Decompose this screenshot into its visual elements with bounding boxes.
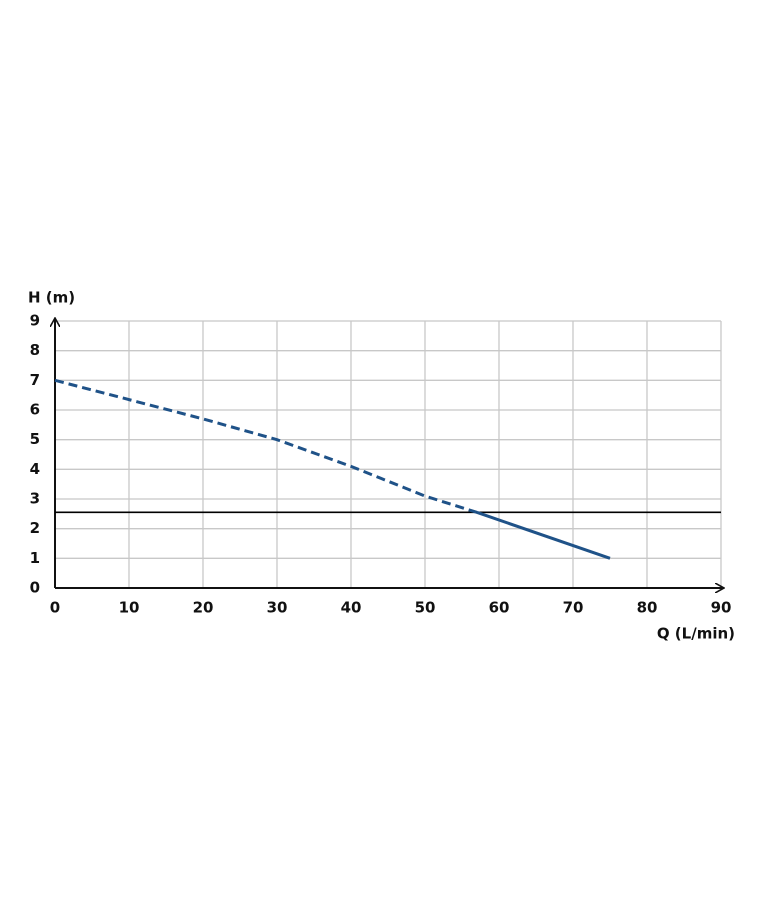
y-tick-label: 7 (30, 371, 40, 389)
y-tick-label: 0 (30, 579, 40, 597)
x-tick-label: 30 (267, 599, 288, 617)
curve (476, 510, 611, 560)
y-tick-label: 4 (30, 460, 40, 478)
y-tick-label: 3 (30, 490, 40, 508)
curve (54, 378, 478, 514)
y-tick-label: 2 (30, 519, 40, 537)
y-axis-label: H (m) (28, 289, 75, 307)
y-tick-label: 5 (30, 430, 40, 448)
x-tick-label: 80 (637, 599, 658, 617)
y-tick-label: 8 (30, 341, 40, 359)
x-tick-label: 0 (50, 599, 60, 617)
y-tick-label: 9 (30, 312, 40, 330)
x-tick-label: 50 (415, 599, 436, 617)
x-tick-label: 60 (489, 599, 510, 617)
x-tick-label: 20 (193, 599, 214, 617)
x-axis-label: Q (L/min) (657, 625, 735, 643)
x-tick-label: 90 (711, 599, 732, 617)
x-tick-label: 70 (563, 599, 584, 617)
y-tick-label: 6 (30, 401, 40, 419)
x-tick-label: 10 (119, 599, 140, 617)
y-tick-label: 1 (30, 549, 40, 567)
x-tick-label: 40 (341, 599, 362, 617)
